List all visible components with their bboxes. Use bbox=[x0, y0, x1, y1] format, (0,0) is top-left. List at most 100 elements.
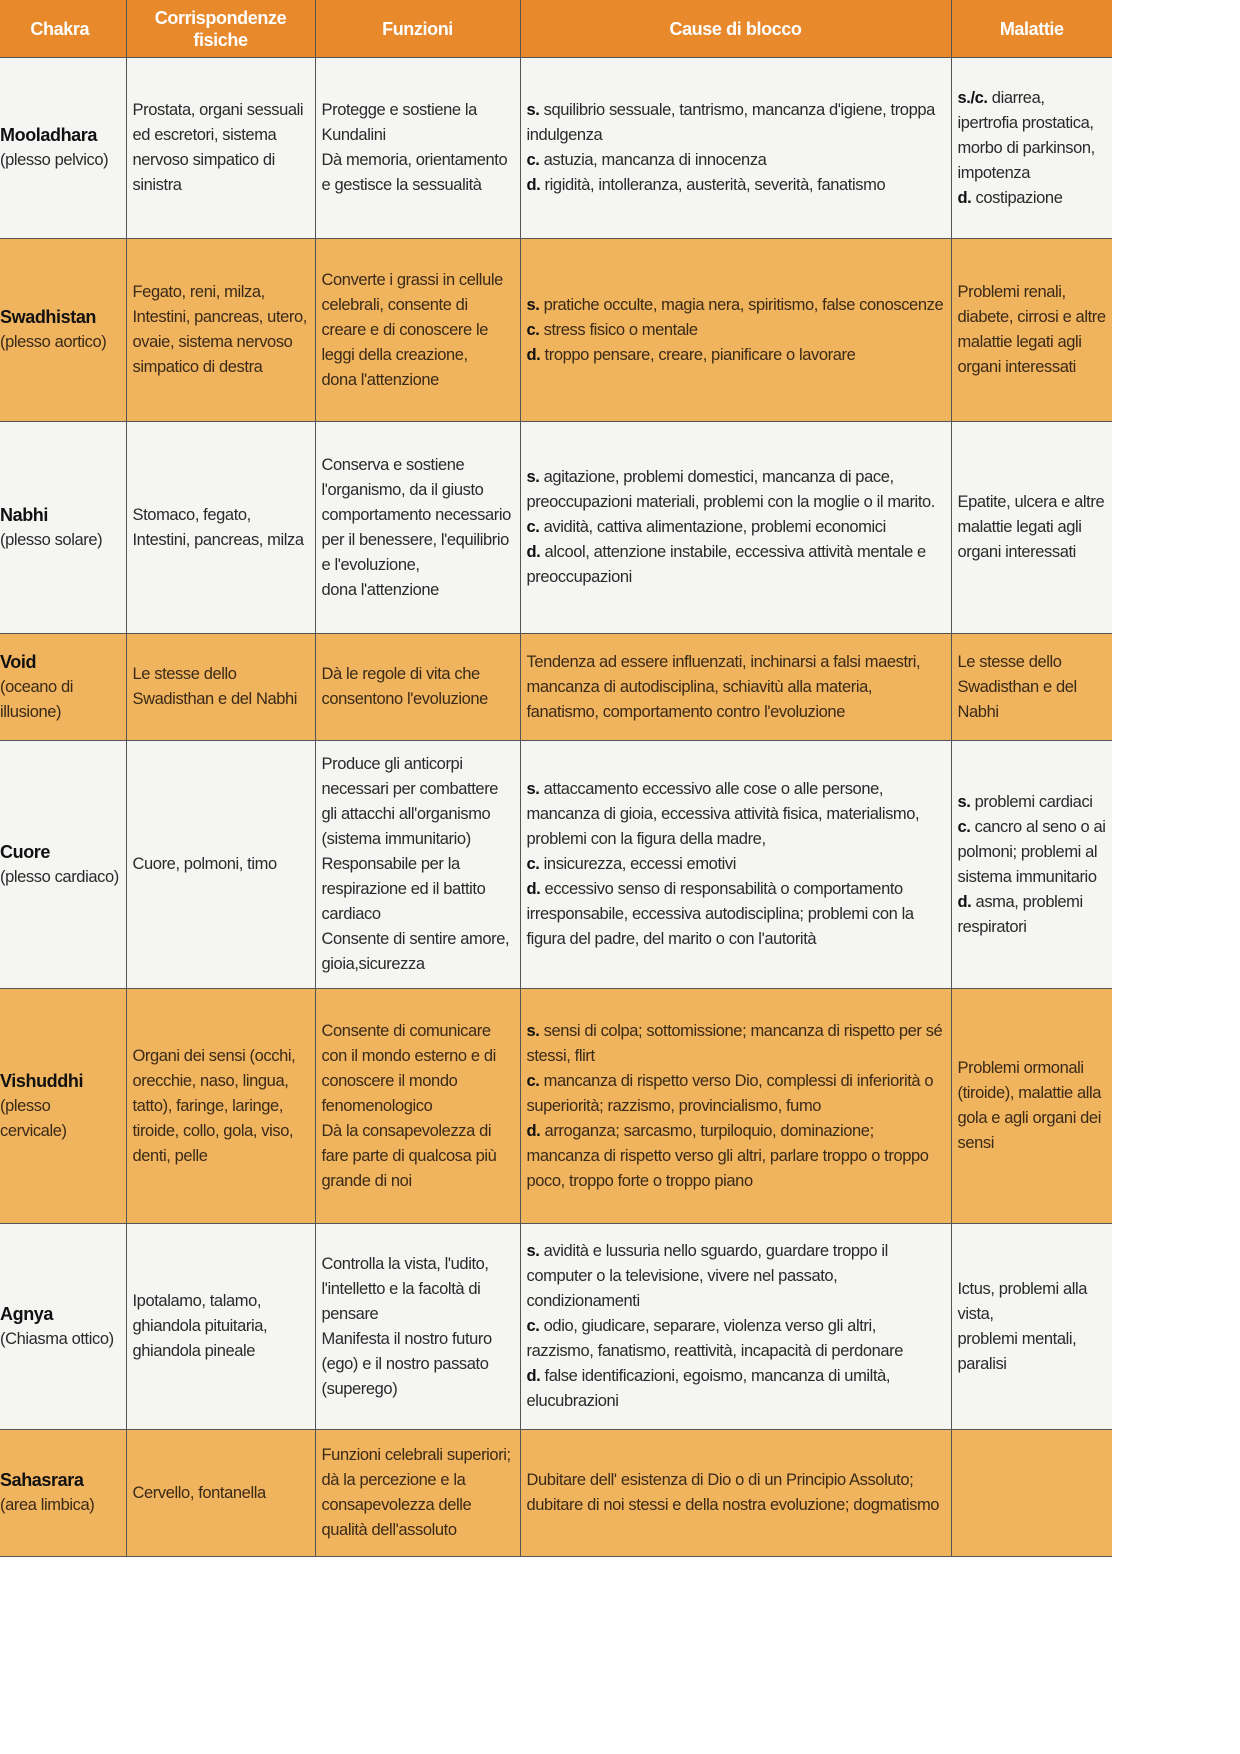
table-row: Swadhistan (plesso aortico) Fegato, reni, … bbox=[0, 238, 1112, 422]
functions-cell: Funzioni celebrali superiori; dà la perc… bbox=[314, 1429, 521, 1557]
paragraph: c. insicurezza, eccessi emotivi bbox=[527, 852, 945, 877]
paragraph: Controlla la vista, l'udito, l'intellett… bbox=[322, 1252, 514, 1327]
diseases-cell bbox=[950, 1429, 1112, 1557]
paragraph-text: Controlla la vista, l'udito, l'intellett… bbox=[321, 1254, 490, 1323]
paragraph: Le stesse dello Swadisthan e del Nabhi bbox=[958, 650, 1107, 725]
chakra-cell: Swadhistan (plesso aortico) bbox=[0, 238, 127, 422]
paragraph-text: Conserva e sostiene l'organismo, da il g… bbox=[321, 455, 512, 574]
paragraph: Consente di comunicare con il mondo este… bbox=[322, 1019, 514, 1119]
paragraph: d. troppo pensare, creare, pianificare o… bbox=[527, 343, 945, 368]
chakra-location: (plesso cardiaco) bbox=[0, 867, 119, 886]
causes-cell: s. pratiche occulte, magia nera, spiriti… bbox=[519, 238, 952, 422]
physical-cell: Organi dei sensi (occhi, orecchie, naso,… bbox=[125, 988, 316, 1224]
paragraph: Protegge e sostiene la Kundalini bbox=[322, 98, 514, 148]
prefix-label: s./c. bbox=[957, 88, 989, 107]
paragraph: d. eccessivo senso di responsabilità o c… bbox=[527, 877, 945, 952]
paragraph: Conserva e sostiene l'organismo, da il g… bbox=[322, 453, 514, 578]
paragraph: Funzioni celebrali superiori; dà la perc… bbox=[322, 1443, 514, 1543]
header-diseases: Malattie bbox=[950, 0, 1112, 58]
functions-cell: Converte i grassi in cellule celebrali, … bbox=[314, 238, 521, 422]
functions-cell: Conserva e sostiene l'organismo, da il g… bbox=[314, 421, 521, 634]
paragraph: Responsabile per la respirazione ed il b… bbox=[322, 852, 514, 927]
paragraph-text: Problemi ormonali (tiroide), malattie al… bbox=[957, 1059, 1102, 1152]
paragraph-text: Tendenza ad essere influenzati, inchinar… bbox=[526, 652, 921, 721]
paragraph: c. astuzia, mancanza di innocenza bbox=[527, 148, 945, 173]
table-row: Nabhi (plesso solare) Stomaco, fegato, Int… bbox=[0, 421, 1112, 634]
paragraph-text: avidità, cattiva alimentazione, problemi… bbox=[539, 518, 887, 536]
causes-cell: s. squilibrio sessuale, tantrismo, manca… bbox=[519, 57, 952, 239]
functions-cell: Produce gli anticorpi necessari per comb… bbox=[314, 740, 521, 989]
paragraph: dona l'attenzione bbox=[322, 578, 514, 603]
paragraph-text: Dà memoria, orientamento e gestisce la s… bbox=[321, 151, 508, 194]
paragraph: c. stress fisico o mentale bbox=[527, 318, 945, 343]
table-row: Sahasrara (area limbica) Cervello, fontane… bbox=[0, 1429, 1112, 1557]
prefix-label: c. bbox=[526, 1317, 540, 1335]
paragraph-text: squilibrio sessuale, tantrismo, mancanza… bbox=[526, 101, 936, 144]
prefix-label: s. bbox=[526, 1242, 540, 1260]
paragraph-text: cancro al seno o ai polmoni; problemi al… bbox=[957, 817, 1106, 886]
diseases-cell: Problemi ormonali (tiroide), malattie al… bbox=[950, 988, 1112, 1224]
chakra-location: (area limbica) bbox=[0, 1496, 95, 1514]
prefix-label: d. bbox=[526, 880, 541, 898]
paragraph-text: Stomaco, fegato, Intestini, pancreas, mi… bbox=[132, 505, 305, 549]
paragraph-text: dona l'attenzione bbox=[321, 370, 440, 389]
prefix-label: c. bbox=[526, 518, 540, 536]
paragraph-text: Fegato, reni, milza, Intestini, pancreas… bbox=[132, 283, 308, 376]
paragraph-text: Organi dei sensi (occhi, orecchie, naso,… bbox=[132, 1046, 296, 1165]
paragraph: s. avidità e lussuria nello sguardo, gua… bbox=[527, 1239, 945, 1314]
paragraph-text: costipazione bbox=[971, 188, 1063, 207]
table-row: Mooladhara (plesso pelvico) Prostata, orga… bbox=[0, 57, 1112, 239]
prefix-label: s. bbox=[526, 780, 540, 798]
prefix-label: d. bbox=[526, 176, 541, 194]
chakra-name: Mooladhara bbox=[0, 125, 98, 145]
paragraph: d. false identificazioni, egoismo, manca… bbox=[527, 1364, 945, 1414]
paragraph-text: Protegge e sostiene la Kundalini bbox=[321, 101, 478, 144]
paragraph-text: diarrea, ipertrofia prostatica, morbo di… bbox=[957, 88, 1096, 182]
paragraph: d. asma, problemi respiratori bbox=[958, 890, 1107, 940]
paragraph: s. attaccamento eccessivo alle cose o al… bbox=[527, 777, 945, 852]
paragraph: Produce gli anticorpi necessari per comb… bbox=[322, 752, 514, 852]
paragraph-text: Produce gli anticorpi necessari per comb… bbox=[321, 755, 499, 848]
paragraph-text: Prostata, organi sessuali ed escretori, … bbox=[132, 101, 304, 194]
table-row: Cuore (plesso cardiaco) Cuore, polmoni, ti… bbox=[0, 740, 1112, 989]
paragraph: Cervello, fontanella bbox=[133, 1481, 309, 1506]
chakra-table: Chakra Corrispondenze fisiche Funzioni C… bbox=[0, 0, 1112, 1557]
paragraph-text: Manifesta il nostro futuro (ego) e il no… bbox=[321, 1329, 493, 1398]
functions-cell: Consente di comunicare con il mondo este… bbox=[314, 988, 521, 1224]
diseases-cell: s. problemi cardiaci c. cancro al seno o … bbox=[950, 740, 1112, 989]
causes-cell: s. avidità e lussuria nello sguardo, gua… bbox=[519, 1223, 952, 1430]
prefix-label: s. bbox=[526, 295, 540, 314]
paragraph: Organi dei sensi (occhi, orecchie, naso,… bbox=[133, 1044, 309, 1169]
paragraph: c. cancro al seno o ai polmoni; problemi… bbox=[958, 815, 1107, 890]
paragraph-text: Le stesse dello Swadisthan e del Nabhi bbox=[132, 665, 298, 708]
paragraph-text: stress fisico o mentale bbox=[539, 320, 698, 339]
paragraph: Le stesse dello Swadisthan e del Nabhi bbox=[133, 662, 309, 712]
paragraph-text: Dà le regole di vita che consentono l'ev… bbox=[321, 665, 489, 708]
chakra-name: Sahasrara bbox=[0, 1470, 84, 1490]
prefix-label: c. bbox=[526, 151, 540, 169]
chakra-cell: Mooladhara (plesso pelvico) bbox=[0, 57, 127, 239]
chakra-name: Agnya bbox=[0, 1303, 54, 1324]
paragraph-text: Epatite, ulcera e altre malattie legati … bbox=[957, 493, 1105, 561]
prefix-label: s. bbox=[957, 792, 971, 811]
paragraph: Ipotalamo, talamo, ghiandola pituitaria,… bbox=[133, 1289, 309, 1364]
paragraph-text: troppo pensare, creare, pianificare o la… bbox=[540, 345, 856, 364]
paragraph: c. mancanza di rispetto verso Dio, compl… bbox=[527, 1069, 945, 1119]
chakra-location: (oceano di illusione) bbox=[0, 677, 74, 721]
causes-cell: s. agitazione, problemi domestici, manca… bbox=[519, 421, 952, 634]
paragraph: Cuore, polmoni, timo bbox=[133, 852, 309, 877]
paragraph-text: Ipotalamo, talamo, ghiandola pituitaria,… bbox=[132, 1292, 268, 1360]
functions-cell: Controlla la vista, l'udito, l'intellett… bbox=[314, 1223, 521, 1430]
paragraph-text: dona l'attenzione bbox=[321, 580, 440, 599]
paragraph-text: Consente di comunicare con il mondo este… bbox=[321, 1021, 497, 1115]
chakra-name: Vishuddhi bbox=[0, 1070, 84, 1091]
chakra-location: (plesso aortico) bbox=[0, 333, 107, 351]
prefix-label: d. bbox=[957, 892, 972, 911]
paragraph: d. alcool, attenzione instabile, eccessi… bbox=[527, 540, 945, 590]
prefix-label: s. bbox=[526, 468, 540, 486]
paragraph: Converte i grassi in cellule celebrali, … bbox=[322, 268, 514, 368]
paragraph-text: problemi cardiaci bbox=[970, 792, 1093, 811]
paragraph-text: Converte i grassi in cellule celebrali, … bbox=[321, 270, 504, 364]
chakra-cell: Cuore (plesso cardiaco) bbox=[0, 740, 127, 989]
paragraph-text: Le stesse dello Swadisthan e del Nabhi bbox=[957, 652, 1078, 721]
